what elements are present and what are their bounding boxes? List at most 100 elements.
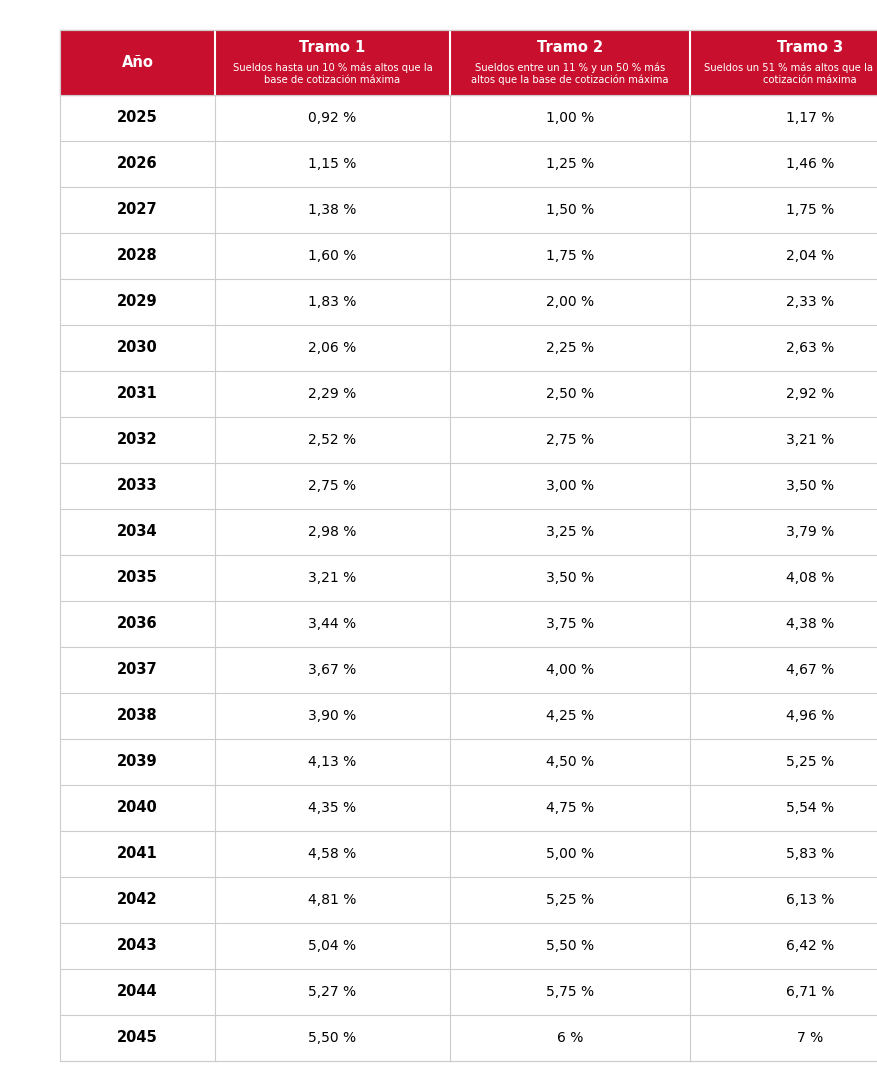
Text: 7 %: 7 % [797, 1031, 824, 1045]
Text: 5,25 %: 5,25 % [786, 755, 834, 769]
Text: 0,92 %: 0,92 % [309, 111, 357, 125]
Text: 5,50 %: 5,50 % [546, 939, 594, 953]
Text: 2044: 2044 [118, 985, 158, 999]
Text: 4,58 %: 4,58 % [309, 847, 357, 861]
Text: 5,54 %: 5,54 % [786, 801, 834, 815]
Text: 4,25 %: 4,25 % [546, 708, 594, 723]
Bar [60, 969, 877, 1015]
Text: 4,38 %: 4,38 % [786, 617, 834, 631]
Text: 1,60 %: 1,60 % [309, 249, 357, 264]
Bar [60, 1015, 877, 1061]
Bar [60, 30, 877, 95]
Text: Año: Año [122, 55, 153, 70]
Text: 1,00 %: 1,00 % [545, 111, 594, 125]
Text: 4,35 %: 4,35 % [309, 801, 357, 815]
Bar [60, 325, 877, 372]
Text: 6 %: 6 % [557, 1031, 583, 1045]
Text: 2,63 %: 2,63 % [786, 341, 834, 355]
Bar [60, 95, 877, 141]
Text: 5,50 %: 5,50 % [309, 1031, 357, 1045]
Text: 2,75 %: 2,75 % [309, 480, 357, 492]
Text: 2043: 2043 [118, 939, 158, 954]
Bar [60, 279, 877, 325]
Bar [60, 555, 877, 600]
Text: 4,13 %: 4,13 % [309, 755, 357, 769]
Text: 1,75 %: 1,75 % [786, 203, 834, 217]
Bar [60, 372, 877, 417]
Bar [60, 693, 877, 739]
Text: 6,42 %: 6,42 % [786, 939, 834, 953]
Text: 2034: 2034 [118, 525, 158, 540]
Text: Sueldos entre un 11 % y un 50 % más
altos que la base de cotización máxima: Sueldos entre un 11 % y un 50 % más alto… [471, 63, 669, 85]
Text: 2036: 2036 [118, 617, 158, 632]
Text: 3,50 %: 3,50 % [786, 480, 834, 492]
Text: 3,25 %: 3,25 % [546, 525, 594, 539]
Text: 2038: 2038 [118, 708, 158, 724]
Text: 3,90 %: 3,90 % [309, 708, 357, 723]
Text: 2041: 2041 [118, 847, 158, 862]
Text: 2,04 %: 2,04 % [786, 249, 834, 264]
Text: 5,27 %: 5,27 % [309, 985, 357, 999]
Text: 2028: 2028 [118, 248, 158, 264]
Text: Tramo 3: Tramo 3 [777, 40, 843, 55]
Bar [60, 785, 877, 831]
Text: 1,46 %: 1,46 % [786, 157, 834, 171]
Text: 1,83 %: 1,83 % [309, 295, 357, 309]
Text: 2,25 %: 2,25 % [546, 341, 594, 355]
Text: 1,17 %: 1,17 % [786, 111, 834, 125]
Bar [60, 739, 877, 785]
Text: 2029: 2029 [118, 295, 158, 310]
Text: 2030: 2030 [118, 340, 158, 355]
Text: 1,38 %: 1,38 % [309, 203, 357, 217]
Bar [60, 187, 877, 233]
Bar [60, 417, 877, 463]
Text: 3,00 %: 3,00 % [546, 480, 594, 492]
Text: 2033: 2033 [118, 478, 158, 494]
Text: Tramo 2: Tramo 2 [537, 40, 603, 55]
Text: 2026: 2026 [118, 157, 158, 172]
Text: 4,96 %: 4,96 % [786, 708, 834, 723]
Text: 1,15 %: 1,15 % [309, 157, 357, 171]
Bar [60, 831, 877, 877]
Text: 2032: 2032 [118, 432, 158, 447]
Text: 2,98 %: 2,98 % [309, 525, 357, 539]
Text: 4,67 %: 4,67 % [786, 663, 834, 677]
Text: 2037: 2037 [118, 662, 158, 677]
Text: 4,50 %: 4,50 % [546, 755, 594, 769]
Text: 2,52 %: 2,52 % [309, 433, 357, 447]
Text: 2,33 %: 2,33 % [786, 295, 834, 309]
Bar [60, 233, 877, 279]
Text: 2045: 2045 [118, 1030, 158, 1045]
Text: 3,21 %: 3,21 % [309, 571, 357, 585]
Text: 4,81 %: 4,81 % [309, 893, 357, 907]
Text: 3,67 %: 3,67 % [309, 663, 357, 677]
Text: 2,06 %: 2,06 % [309, 341, 357, 355]
Text: 3,75 %: 3,75 % [546, 617, 594, 631]
Bar [60, 509, 877, 555]
Text: 1,50 %: 1,50 % [545, 203, 594, 217]
Text: 5,25 %: 5,25 % [546, 893, 594, 907]
Text: 2,92 %: 2,92 % [786, 387, 834, 401]
Text: 2039: 2039 [118, 755, 158, 769]
Text: 5,75 %: 5,75 % [546, 985, 594, 999]
Bar [60, 141, 877, 187]
Text: 2025: 2025 [118, 110, 158, 125]
Text: 3,21 %: 3,21 % [786, 433, 834, 447]
Text: 2,50 %: 2,50 % [546, 387, 594, 401]
Text: 6,71 %: 6,71 % [786, 985, 834, 999]
Text: 2027: 2027 [118, 203, 158, 217]
Text: 5,04 %: 5,04 % [309, 939, 357, 953]
Text: Tramo 1: Tramo 1 [299, 40, 366, 55]
Text: 4,75 %: 4,75 % [546, 801, 594, 815]
Text: 2042: 2042 [118, 892, 158, 907]
Text: 6,13 %: 6,13 % [786, 893, 834, 907]
Text: 5,83 %: 5,83 % [786, 847, 834, 861]
Bar [60, 600, 877, 647]
Text: Sueldos un 51 % más altos que la base de
cotización máxima: Sueldos un 51 % más altos que la base de… [704, 63, 877, 84]
Text: 2,75 %: 2,75 % [546, 433, 594, 447]
Text: 3,79 %: 3,79 % [786, 525, 834, 539]
Text: Sueldos hasta un 10 % más altos que la
base de cotización máxima: Sueldos hasta un 10 % más altos que la b… [232, 63, 432, 84]
Text: 3,44 %: 3,44 % [309, 617, 357, 631]
Bar [60, 647, 877, 693]
Text: 4,00 %: 4,00 % [546, 663, 594, 677]
